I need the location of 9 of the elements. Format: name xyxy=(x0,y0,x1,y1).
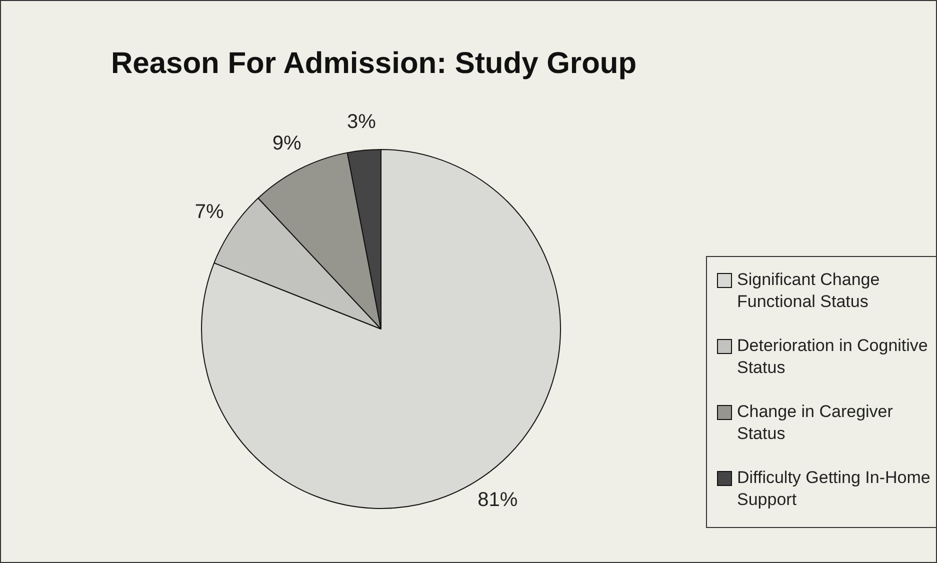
data-label: 3% xyxy=(347,110,376,133)
legend-label: Deterioration in Cognitive Status xyxy=(737,335,929,379)
legend-label: Change in Caregiver Status xyxy=(737,401,894,445)
data-label: 7% xyxy=(194,200,224,223)
legend-label: Difficulty Getting In-Home Support xyxy=(737,467,932,511)
legend-label: Significant Change Functional Status xyxy=(737,269,881,313)
chart-title: Reason For Admission: Study Group xyxy=(111,47,637,81)
data-label: 81% xyxy=(478,489,518,512)
data-label: 9% xyxy=(272,132,302,155)
